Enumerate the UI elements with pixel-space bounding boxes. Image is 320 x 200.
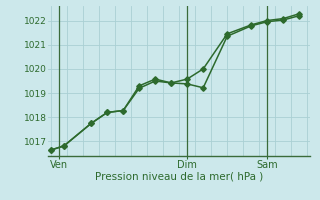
X-axis label: Pression niveau de la mer( hPa ): Pression niveau de la mer( hPa ) bbox=[95, 172, 263, 182]
